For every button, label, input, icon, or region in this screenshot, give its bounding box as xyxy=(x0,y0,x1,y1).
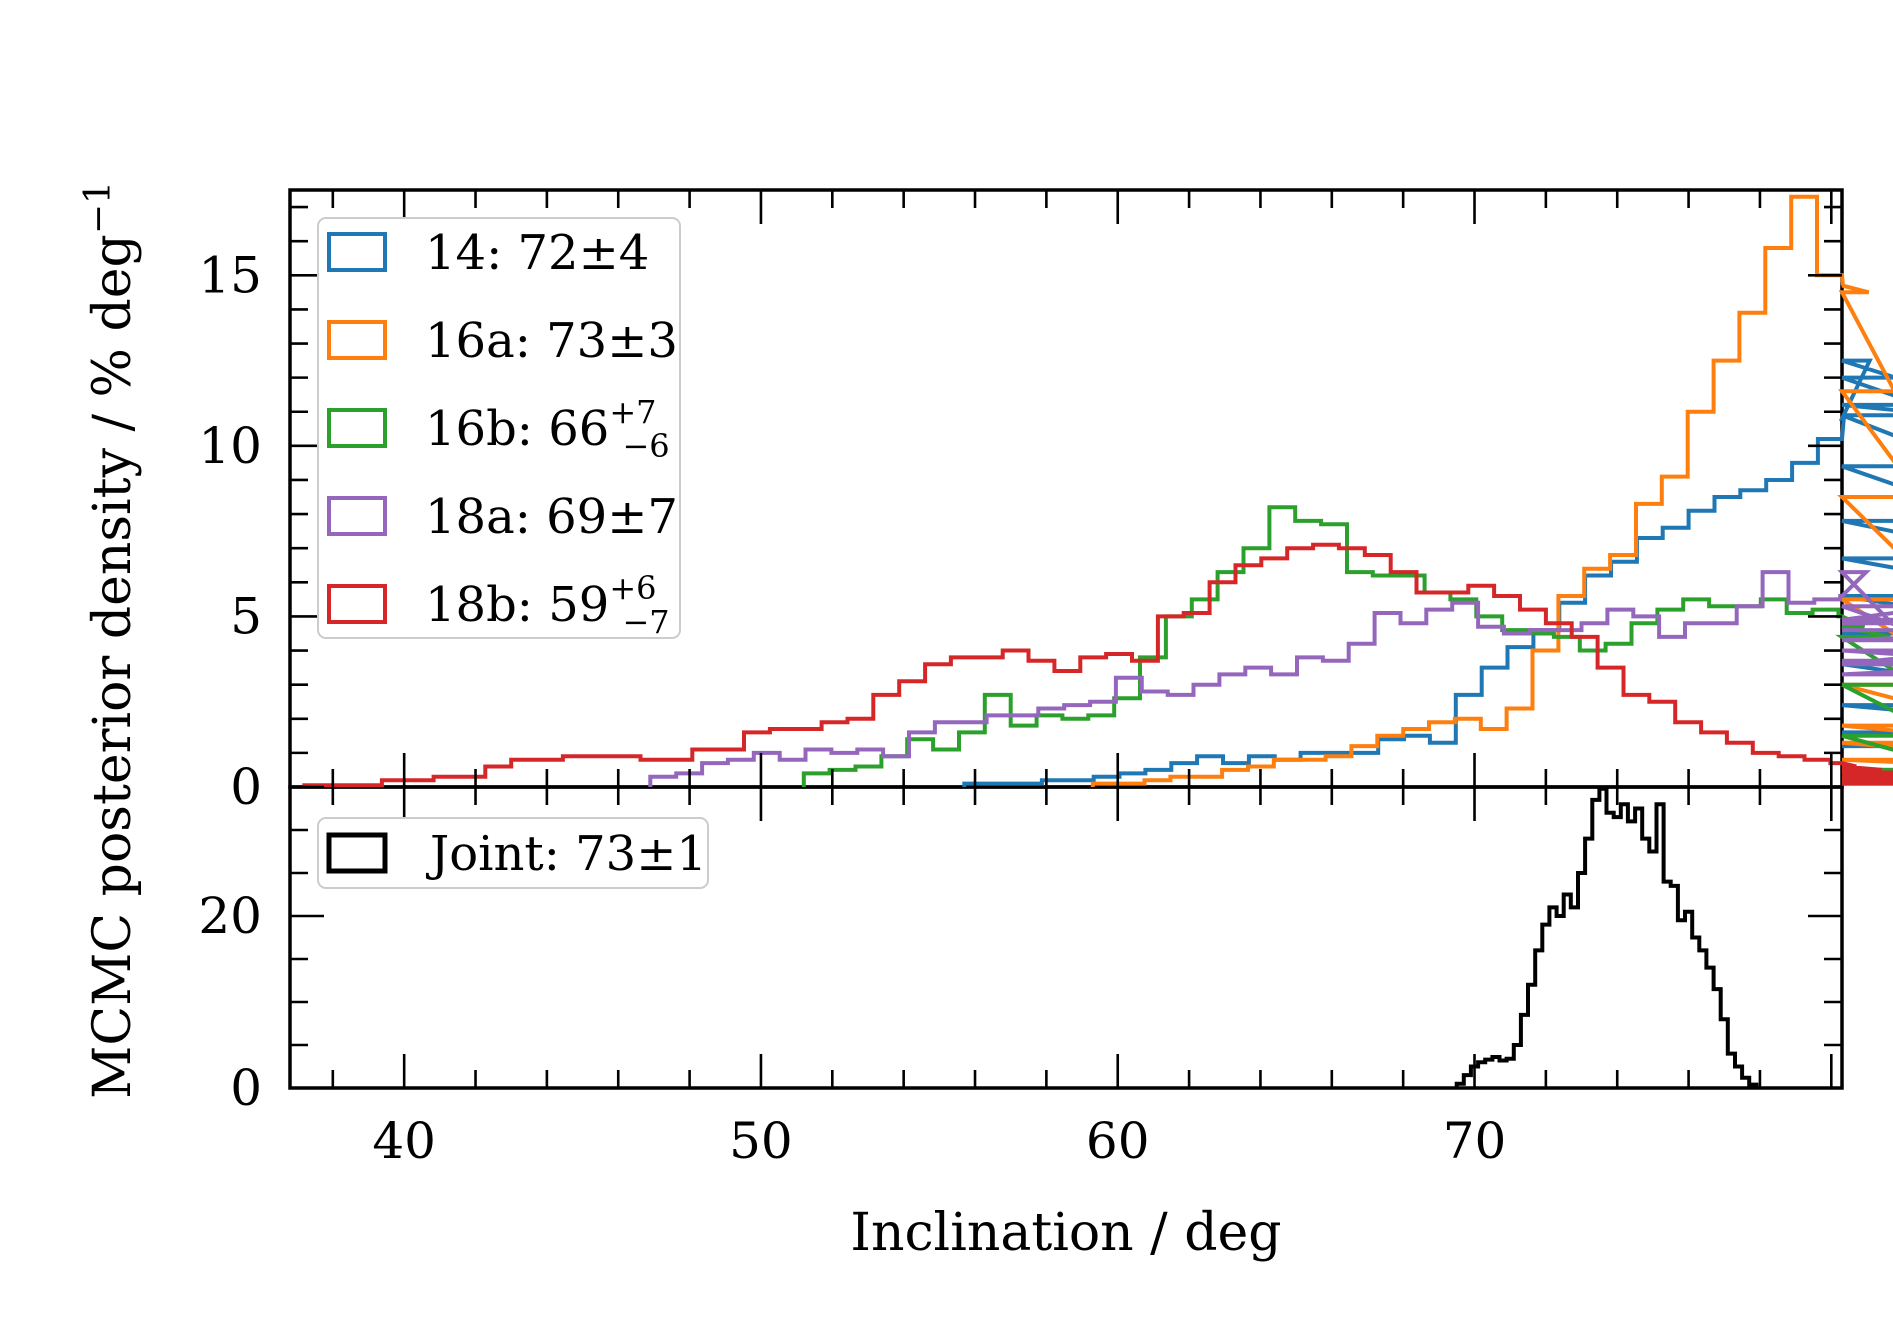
legend-swatch-0 xyxy=(327,232,387,272)
top-panel-series xyxy=(302,194,1893,788)
legend-label-2: 16b: 66+7 −6 xyxy=(425,393,670,465)
x-tick-label: 70 xyxy=(1443,1112,1507,1170)
y-tick-label-top: 10 xyxy=(198,417,262,475)
legend-bottom: Joint: 73±1 xyxy=(317,817,709,889)
x-tick-label: 40 xyxy=(372,1112,436,1170)
bottom-panel-series xyxy=(1454,786,1759,1088)
y-tick-label-bottom: 20 xyxy=(198,887,262,945)
y-tick-labels: 0 5 10 15 20 0 xyxy=(198,246,262,1117)
legend-label-3: 18a: 69±7 xyxy=(425,489,678,545)
joint-histogram-series xyxy=(1454,786,1759,1088)
y-axis-label-exponent: −1 xyxy=(78,181,119,234)
legend-swatch-3 xyxy=(327,496,387,536)
legend-label-1: 16a: 73±3 xyxy=(425,313,678,369)
legend-swatch-4 xyxy=(327,584,387,624)
legend-top-box xyxy=(317,217,681,639)
legend-swatch-joint xyxy=(326,832,388,874)
histogram-series-4 xyxy=(302,542,1893,788)
legend-label-0: 14: 72±4 xyxy=(425,225,649,281)
histogram-series-2 xyxy=(801,505,1893,787)
legend-swatch-2 xyxy=(327,408,387,448)
x-tick-label: 50 xyxy=(729,1112,793,1170)
y-tick-label-top: 5 xyxy=(230,587,262,645)
axis-ticks xyxy=(290,190,1842,1090)
x-tick-label: 60 xyxy=(1086,1112,1150,1170)
histogram-series-1 xyxy=(1090,194,1893,787)
x-tick-labels: 40 50 60 70 xyxy=(372,1112,1506,1170)
y-tick-label-top: 15 xyxy=(198,246,262,304)
y-tick-label-bottom: 0 xyxy=(230,1059,262,1117)
legend-label-joint: Joint: 73±1 xyxy=(425,826,707,882)
y-axis-label-main: MCMC posterior density / % deg xyxy=(83,234,143,1099)
legend-top: 14: 72±4 16a: 73±3 16b: 66+7 −6 18a: 69±7 18b… xyxy=(317,217,681,641)
y-tick-label-top: 0 xyxy=(230,758,262,816)
x-axis-label: Inclination / deg xyxy=(850,1203,1281,1263)
legend-swatch-1 xyxy=(327,320,387,360)
y-axis-label: MCMC posterior density / % deg−1 xyxy=(78,181,144,1099)
histogram-series-3 xyxy=(648,570,1893,787)
legend-bottom-box xyxy=(317,817,709,889)
legend-label-4: 18b: 59+6 −7 xyxy=(425,569,670,641)
bottom-panel-frame xyxy=(288,785,1844,1090)
